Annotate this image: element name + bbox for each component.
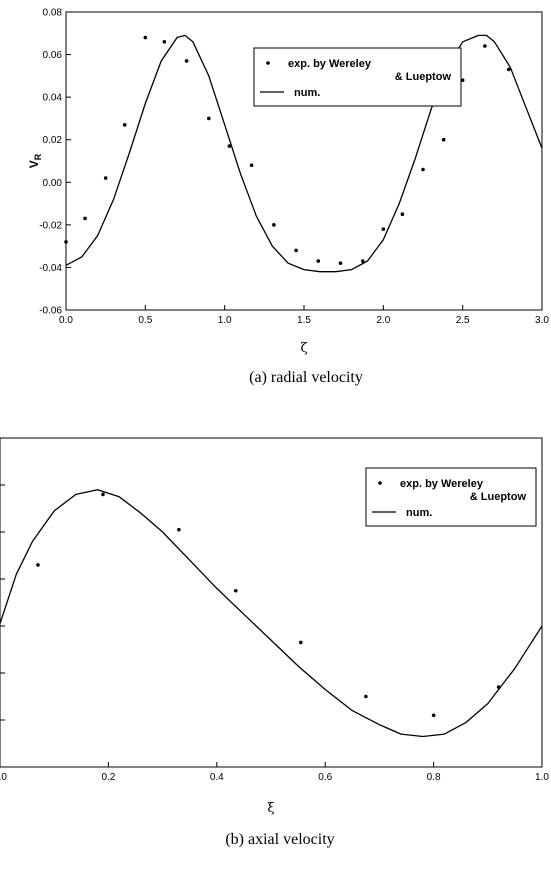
legend-marker-experimental (378, 481, 382, 485)
y-tick-label: -0.02 (39, 220, 62, 231)
y-tick-label: 0.06 (43, 50, 63, 61)
series-line-numerical (65, 34, 543, 273)
data-point-experimental (249, 163, 254, 168)
plot-frame (0, 437, 543, 768)
chart-caption: (b) axial velocity (225, 831, 334, 848)
legend-label-numerical: num. (294, 87, 320, 99)
y-tick-label: -0.04 (39, 263, 62, 274)
x-tick-label: 2.0 (376, 315, 390, 326)
data-point-experimental (184, 59, 189, 63)
data-point-experimental (101, 492, 105, 497)
data-point-experimental (177, 527, 181, 532)
x-tick-label: 0.0 (0, 772, 7, 783)
series-line-numerical (0, 489, 543, 738)
data-point-experimental (316, 259, 321, 263)
x-axis-label: ζ (300, 341, 307, 356)
data-point-experimental (483, 44, 487, 48)
data-point-experimental (299, 640, 303, 645)
data-point-experimental (143, 35, 148, 40)
legend-box (253, 47, 462, 107)
legend-label-experimental-cont: & Lueptow (395, 71, 452, 83)
x-tick-label: 0.2 (101, 772, 115, 783)
data-point-experimental (421, 167, 425, 172)
y-tick-label: -0.06 (39, 306, 62, 317)
legend: exp. by Wereley & Lueptow num. (365, 467, 537, 527)
data-point-experimental (162, 40, 167, 44)
data-point-experimental (36, 563, 40, 567)
x-tick-label: 0.0 (59, 315, 73, 326)
y-axis-label-main: V (27, 160, 41, 168)
chart-panel-axial-velocity: 0.00.20.40.60.81.0-0.06-0.04-0.020.000.0… (0, 437, 549, 848)
y-tick-label: 0.02 (43, 135, 63, 146)
x-tick-label: 1.0 (535, 772, 549, 783)
x-tick-label: 0.5 (138, 315, 152, 326)
x-tick-label: 3.0 (535, 315, 549, 326)
data-point-experimental (441, 137, 446, 142)
data-point-experimental (103, 176, 108, 180)
chart-panel-radial-velocity: 0.0 0.5 1.0 1.5 2.0 2.5 3.0 -0.06 -0.04 -0.02 0.00… (27, 8, 549, 387)
data-point-experimental (272, 223, 276, 227)
x-tick-label: 1.5 (297, 315, 311, 326)
data-point-experimental (360, 259, 365, 263)
data-point-experimental (207, 116, 211, 121)
x-tick-label: 0.6 (318, 772, 332, 783)
data-point-experimental (431, 713, 436, 718)
y-axis-label-subscript: R (33, 153, 43, 160)
legend-label-experimental-cont: & Lueptow (470, 491, 527, 503)
plot-area: 0.00.20.40.60.81.0-0.06-0.04-0.020.000.0… (0, 437, 549, 783)
y-axis-label: VR (27, 153, 43, 168)
chart-caption: (a) radial velocity (249, 369, 363, 386)
data-point-experimental (227, 144, 232, 148)
y-tick-label: 0.00 (43, 178, 63, 189)
x-tick-label: 2.5 (456, 315, 470, 326)
data-point-experimental (83, 216, 87, 221)
data-point-experimental (294, 248, 298, 253)
x-tick-label: 0.8 (427, 772, 441, 783)
data-point-experimental (506, 67, 511, 72)
data-point-experimental (460, 78, 465, 82)
x-axis-label: ξ (267, 801, 274, 816)
data-point-experimental (364, 694, 368, 699)
x-tick-label: 1.0 (218, 315, 232, 326)
legend-label-experimental: exp. by Wereley (400, 478, 484, 490)
data-point-experimental (338, 261, 343, 265)
plot-area: 0.0 0.5 1.0 1.5 2.0 2.5 3.0 -0.06 -0.04 -0.02 0.00… (39, 8, 549, 327)
x-tick-label: 0.4 (210, 772, 224, 783)
legend-label-numerical: num. (406, 507, 432, 519)
legend-marker-experimental (266, 61, 270, 65)
legend-label-experimental: exp. by Wereley (288, 58, 372, 70)
data-point-experimental (122, 123, 127, 127)
y-tick-label: 0.08 (43, 8, 63, 19)
y-tick-label: 0.04 (43, 93, 63, 104)
data-point-experimental (64, 240, 68, 244)
legend: exp. by Wereley & Lueptow num. (253, 47, 462, 107)
data-point-experimental (233, 588, 238, 593)
data-point-experimental (381, 227, 386, 231)
legend-box (365, 467, 537, 527)
data-point-experimental (400, 212, 405, 217)
